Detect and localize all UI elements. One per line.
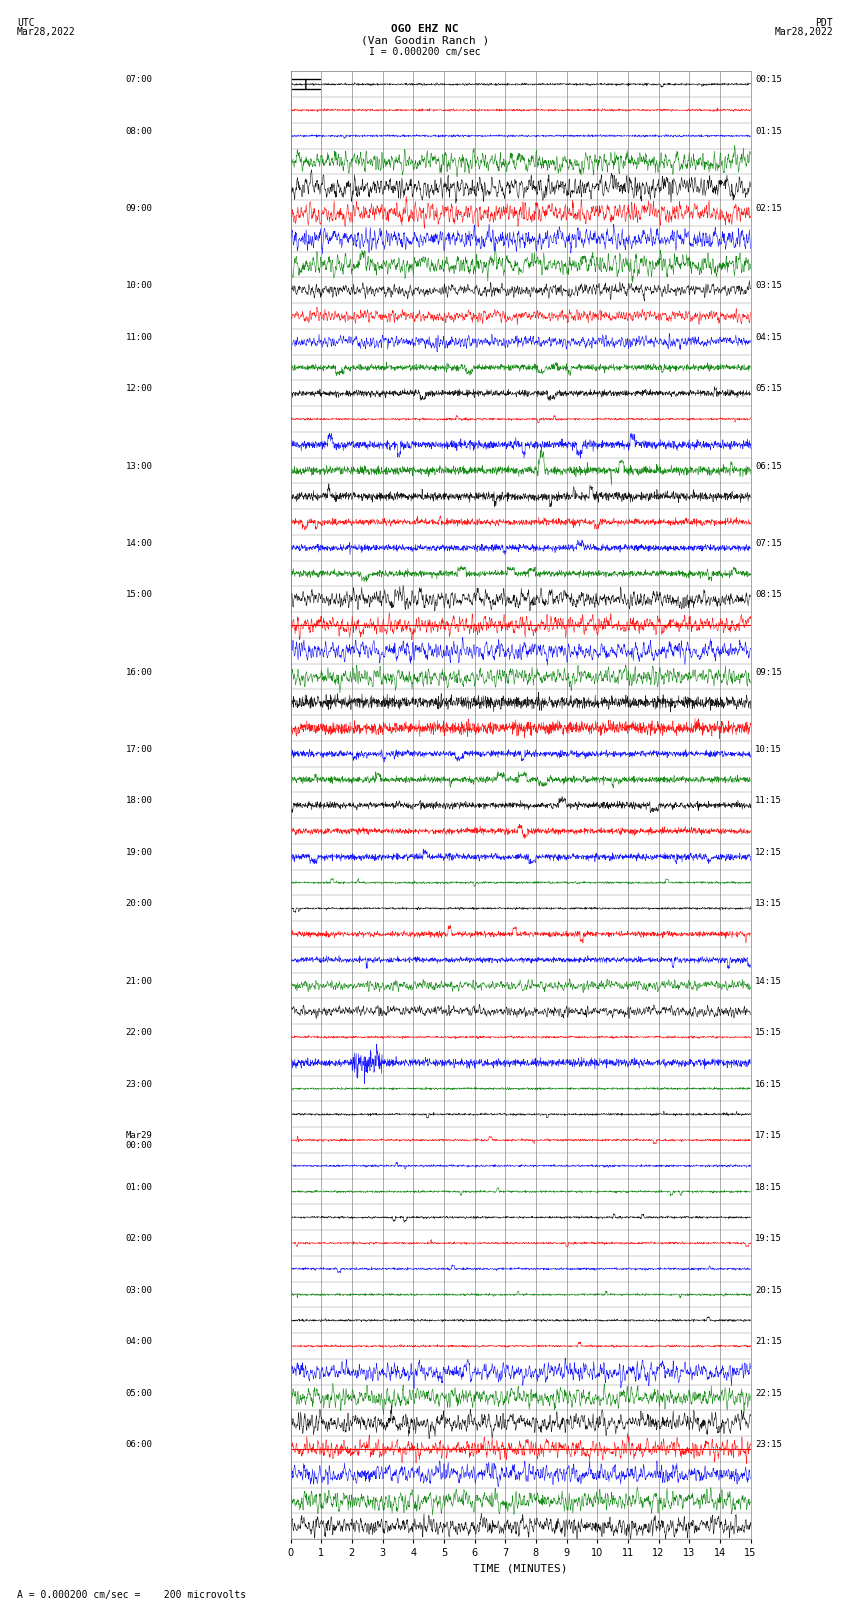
Text: 20:00: 20:00 xyxy=(126,900,152,908)
Text: 01:15: 01:15 xyxy=(755,127,782,135)
Text: 20:15: 20:15 xyxy=(755,1286,782,1295)
Text: 19:00: 19:00 xyxy=(126,848,152,857)
Text: 22:00: 22:00 xyxy=(126,1027,152,1037)
Text: 09:15: 09:15 xyxy=(755,668,782,676)
Text: 21:00: 21:00 xyxy=(126,976,152,986)
Text: 13:15: 13:15 xyxy=(755,900,782,908)
Text: I = 0.000200 cm/sec: I = 0.000200 cm/sec xyxy=(369,47,481,56)
Text: 00:15: 00:15 xyxy=(755,76,782,84)
Text: 10:00: 10:00 xyxy=(126,281,152,290)
X-axis label: TIME (MINUTES): TIME (MINUTES) xyxy=(473,1565,568,1574)
Text: 01:00: 01:00 xyxy=(126,1182,152,1192)
Text: 22:15: 22:15 xyxy=(755,1389,782,1397)
Text: A = 0.000200 cm/sec =    200 microvolts: A = 0.000200 cm/sec = 200 microvolts xyxy=(17,1590,246,1600)
Text: PDT: PDT xyxy=(815,18,833,27)
Text: OGO EHZ NC: OGO EHZ NC xyxy=(391,24,459,34)
Text: 04:15: 04:15 xyxy=(755,332,782,342)
Text: 04:00: 04:00 xyxy=(126,1337,152,1347)
Text: 12:00: 12:00 xyxy=(126,384,152,394)
Text: 12:15: 12:15 xyxy=(755,848,782,857)
Text: 03:00: 03:00 xyxy=(126,1286,152,1295)
Text: 17:15: 17:15 xyxy=(755,1131,782,1140)
Text: 08:00: 08:00 xyxy=(126,127,152,135)
Text: 11:15: 11:15 xyxy=(755,797,782,805)
Text: 05:15: 05:15 xyxy=(755,384,782,394)
Text: 15:00: 15:00 xyxy=(126,590,152,600)
Text: 02:00: 02:00 xyxy=(126,1234,152,1244)
Text: 07:15: 07:15 xyxy=(755,539,782,548)
Text: 09:00: 09:00 xyxy=(126,205,152,213)
Text: 18:15: 18:15 xyxy=(755,1182,782,1192)
Text: 08:15: 08:15 xyxy=(755,590,782,600)
Text: 15:15: 15:15 xyxy=(755,1027,782,1037)
Text: 06:00: 06:00 xyxy=(126,1440,152,1448)
Text: 17:00: 17:00 xyxy=(126,745,152,753)
Text: 16:00: 16:00 xyxy=(126,668,152,676)
Text: Mar28,2022: Mar28,2022 xyxy=(774,27,833,37)
Text: 14:00: 14:00 xyxy=(126,539,152,548)
Text: 03:15: 03:15 xyxy=(755,281,782,290)
Text: Mar28,2022: Mar28,2022 xyxy=(17,27,76,37)
Text: 21:15: 21:15 xyxy=(755,1337,782,1347)
Text: 23:15: 23:15 xyxy=(755,1440,782,1448)
Text: (Van Goodin Ranch ): (Van Goodin Ranch ) xyxy=(361,35,489,45)
Text: 11:00: 11:00 xyxy=(126,332,152,342)
Text: 23:00: 23:00 xyxy=(126,1079,152,1089)
Text: 16:15: 16:15 xyxy=(755,1079,782,1089)
Text: 06:15: 06:15 xyxy=(755,461,782,471)
Text: Mar29
00:00: Mar29 00:00 xyxy=(126,1131,152,1150)
Text: 05:00: 05:00 xyxy=(126,1389,152,1397)
Text: UTC: UTC xyxy=(17,18,35,27)
Text: 02:15: 02:15 xyxy=(755,205,782,213)
Text: 18:00: 18:00 xyxy=(126,797,152,805)
Text: 13:00: 13:00 xyxy=(126,461,152,471)
Text: 19:15: 19:15 xyxy=(755,1234,782,1244)
Text: 10:15: 10:15 xyxy=(755,745,782,753)
Text: 07:00: 07:00 xyxy=(126,76,152,84)
Text: 14:15: 14:15 xyxy=(755,976,782,986)
